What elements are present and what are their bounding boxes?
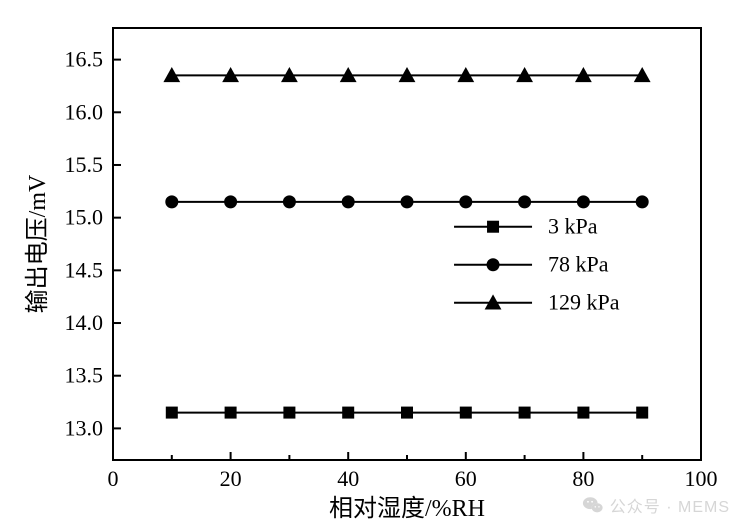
marker-circle	[518, 195, 531, 208]
plot-frame	[113, 28, 701, 460]
chart-svg: 0 20 40 60 80 100 13.0 13.5 14.0 14.5 15.0 15.5 16.0…	[0, 0, 740, 523]
marker-square	[460, 407, 472, 419]
marker-circle	[459, 195, 472, 208]
y-tick-label: 15.0	[65, 205, 104, 230]
marker-square	[342, 407, 354, 419]
x-tick-label: 40	[337, 466, 359, 491]
x-tick-label: 60	[455, 466, 477, 491]
marker-circle	[283, 195, 296, 208]
chart-container: 0 20 40 60 80 100 13.0 13.5 14.0 14.5 15.0 15.5 16.0…	[0, 0, 740, 523]
marker-square	[225, 407, 237, 419]
legend-label: 129 kPa	[548, 290, 620, 315]
marker-square	[636, 407, 648, 419]
y-tick-label: 16.5	[65, 47, 104, 72]
y-tick-label: 13.0	[65, 415, 104, 440]
marker-square	[283, 407, 295, 419]
x-tick-label: 0	[108, 466, 119, 491]
marker-circle	[342, 195, 355, 208]
y-tick-label: 14.0	[65, 310, 104, 335]
marker-square	[166, 407, 178, 419]
x-tick-label: 20	[220, 466, 242, 491]
x-axis-label: 相对湿度/%RH	[329, 495, 485, 522]
marker-circle	[636, 195, 649, 208]
y-tick-label: 16.0	[65, 99, 104, 124]
marker-circle	[165, 195, 178, 208]
marker-square	[487, 221, 499, 233]
marker-circle	[487, 258, 500, 271]
marker-circle	[224, 195, 237, 208]
marker-square	[577, 407, 589, 419]
marker-square	[401, 407, 413, 419]
y-tick-label: 14.5	[65, 257, 104, 282]
marker-circle	[401, 195, 414, 208]
legend-label: 3 kPa	[548, 214, 598, 239]
marker-square	[519, 407, 531, 419]
x-tick-label: 80	[572, 466, 594, 491]
y-axis-label: 输出电压/mV	[24, 174, 51, 313]
y-tick-label: 15.5	[65, 152, 104, 177]
y-tick-label: 13.5	[65, 363, 104, 388]
x-tick-label: 100	[685, 466, 718, 491]
legend-label: 78 kPa	[548, 252, 609, 277]
marker-circle	[577, 195, 590, 208]
